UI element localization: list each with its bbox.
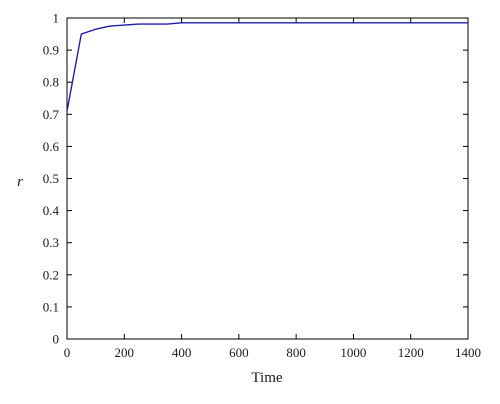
x-tick-label: 1400 <box>455 345 481 360</box>
y-tick-label: 0.8 <box>43 75 59 90</box>
y-tick-label: 0.5 <box>43 171 59 186</box>
y-tick-label: 0.2 <box>43 267 59 282</box>
y-tick-label: 0.9 <box>43 43 59 58</box>
x-tick-label: 400 <box>172 345 192 360</box>
y-tick-label: 0.7 <box>43 107 60 122</box>
x-tick-label: 600 <box>229 345 249 360</box>
y-axis-ticks: 0 0.1 0.2 0.3 0.4 0.5 0.6 0.7 0.8 0.9 1 <box>43 11 468 347</box>
series-line <box>66 22 468 112</box>
y-tick-label: 1 <box>53 11 60 26</box>
plot-area <box>66 17 469 340</box>
y-tick-label: 0.6 <box>43 139 60 154</box>
y-tick-label: 0.1 <box>43 299 59 314</box>
x-tick-label: 200 <box>115 345 135 360</box>
series-group <box>66 22 468 112</box>
y-tick-label: 0 <box>53 332 60 347</box>
x-tick-label: 1000 <box>340 345 366 360</box>
y-axis-label: r <box>17 174 23 190</box>
x-tick-label: 0 <box>64 345 71 360</box>
y-tick-label: 0.3 <box>43 235 59 250</box>
x-axis-label: Time <box>251 370 282 386</box>
x-tick-label: 1200 <box>398 345 424 360</box>
x-tick-label: 800 <box>286 345 306 360</box>
x-axis-ticks: 0 200 400 600 800 1000 1200 1400 <box>64 18 481 360</box>
y-tick-label: 0.4 <box>43 203 60 218</box>
